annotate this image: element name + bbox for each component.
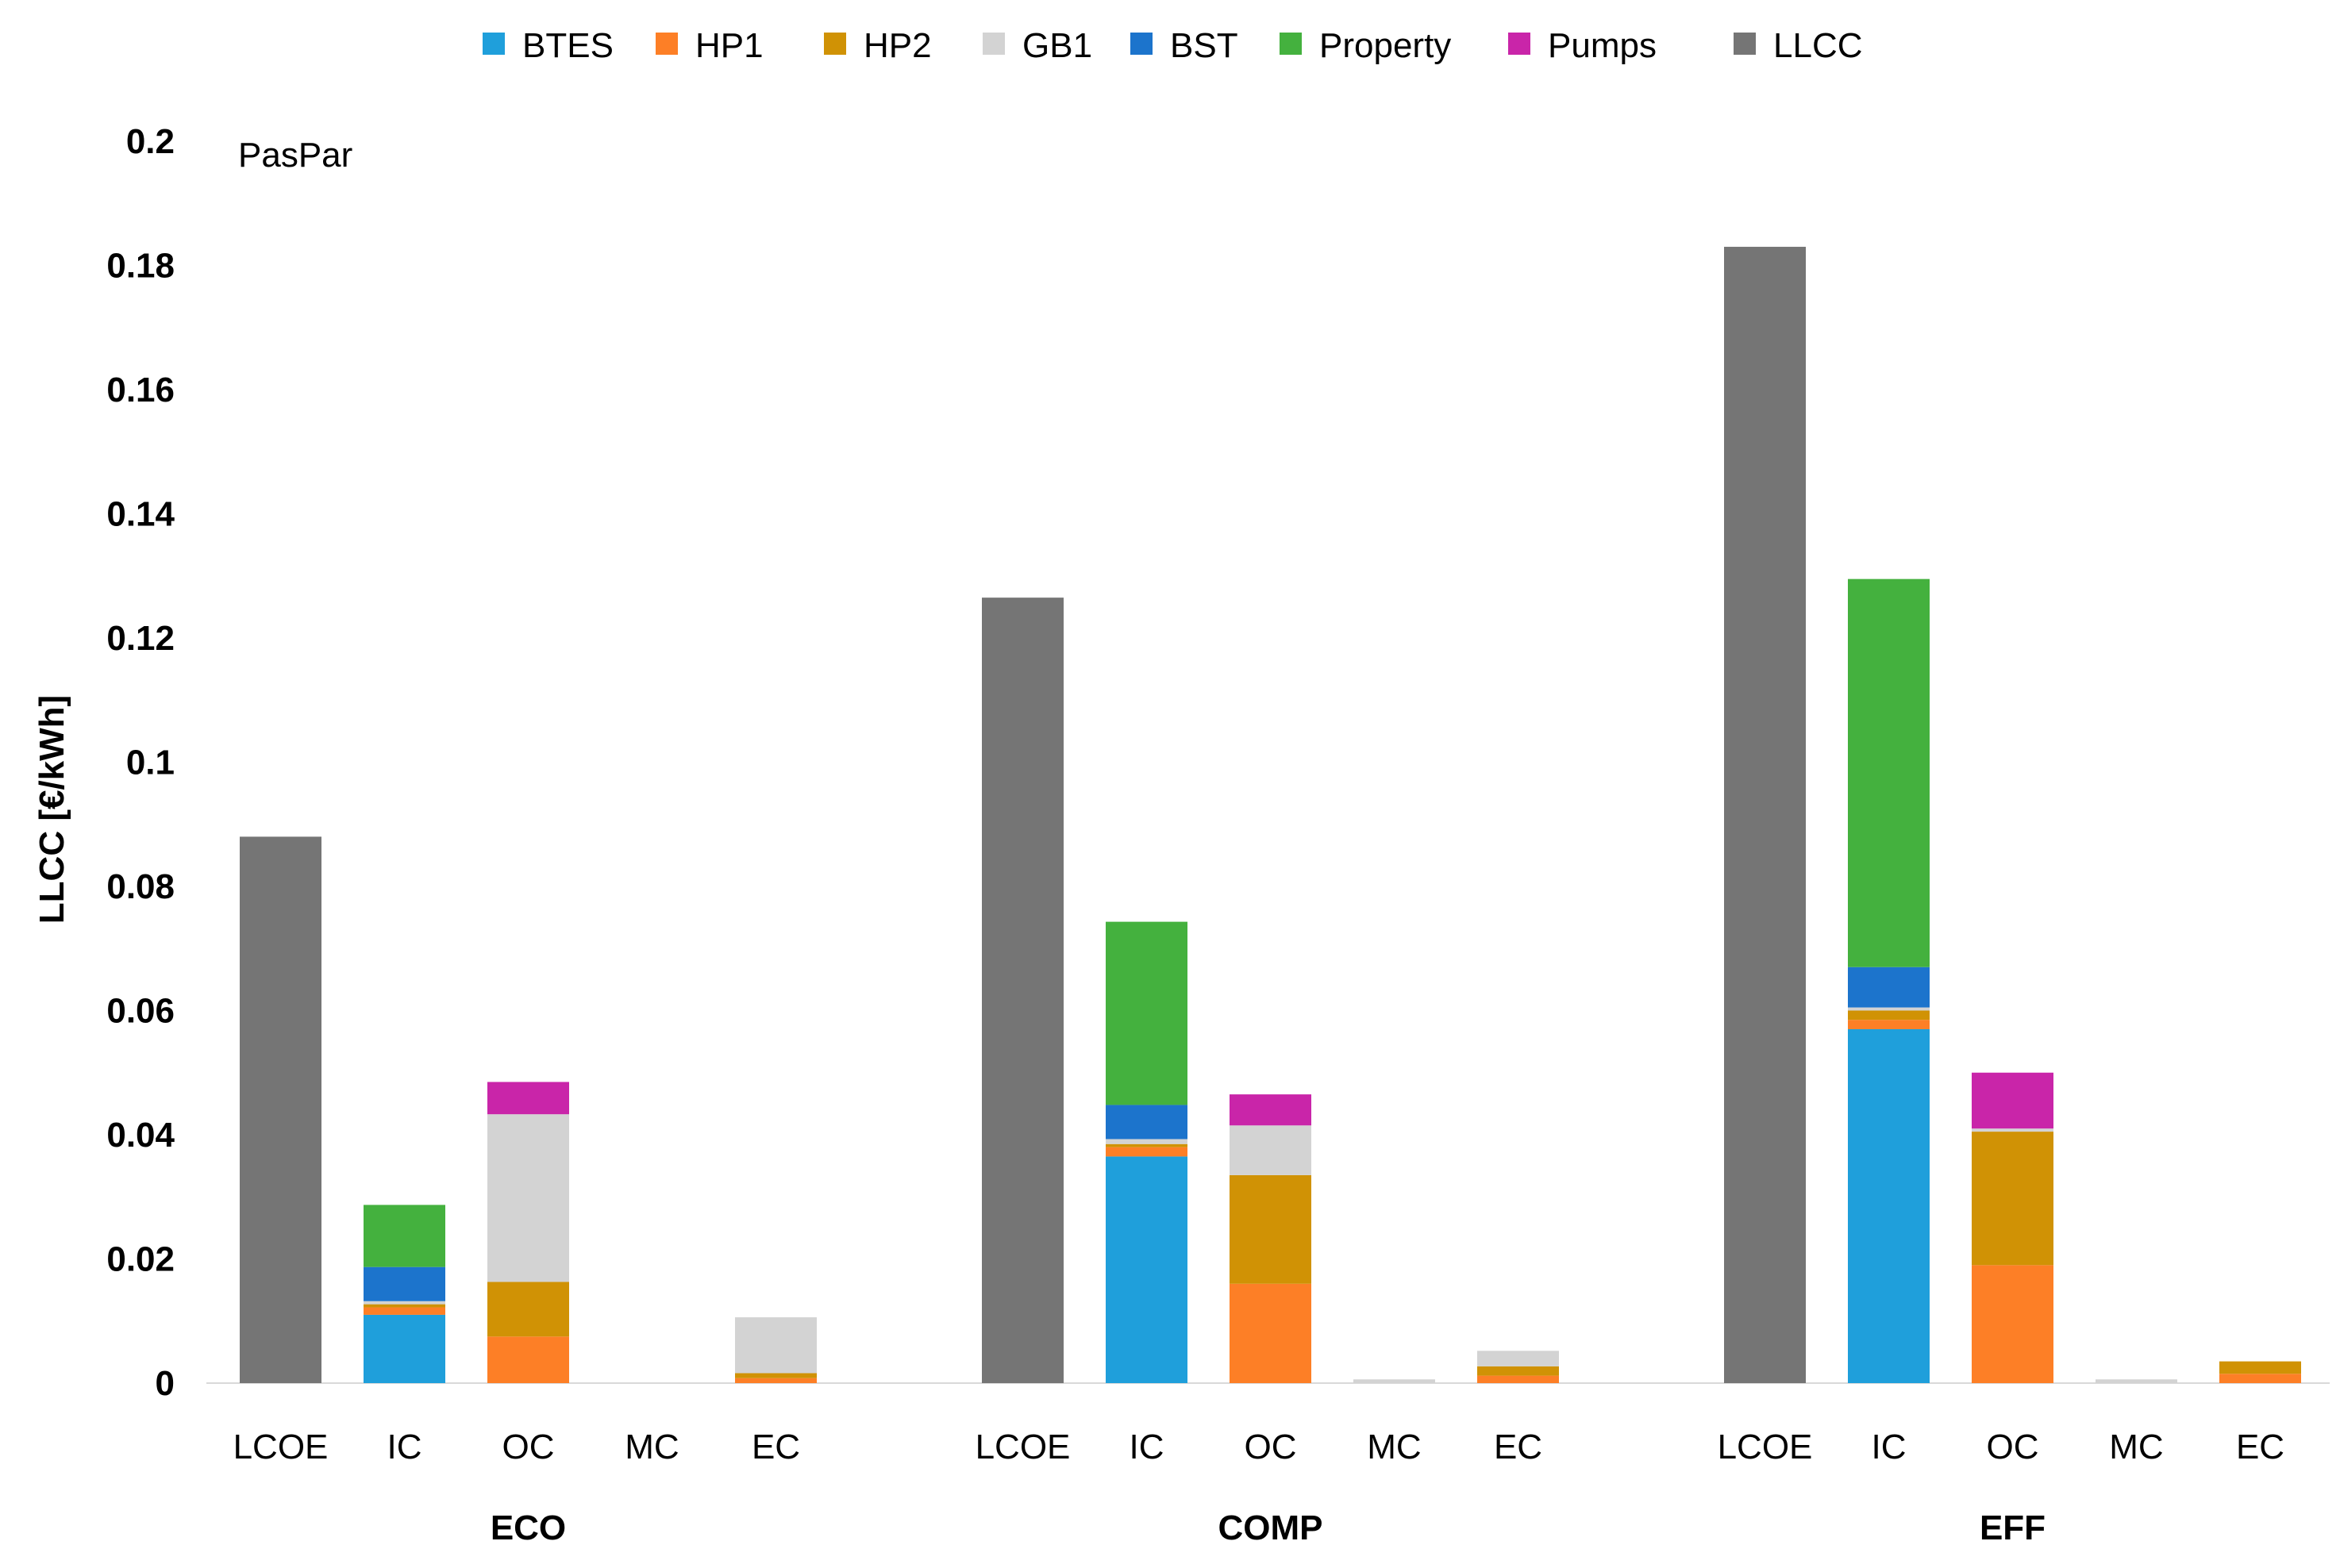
bar-llcc-comp-lcoe <box>982 598 1064 1383</box>
category-label: EC <box>2236 1428 2284 1466</box>
bar-hp1-comp-oc <box>1230 1283 1311 1383</box>
bars <box>240 247 2301 1383</box>
category-label: OC <box>1987 1428 2039 1466</box>
bar-property-eco-ic <box>364 1205 445 1267</box>
y-tick-label: 0.04 <box>106 1116 175 1155</box>
bar-gb1-eco-oc <box>487 1114 569 1282</box>
category-label: LCOE <box>233 1428 329 1466</box>
bar-llcc-eff-lcoe <box>1724 247 1806 1383</box>
legend-label-hp1: HP1 <box>695 26 764 65</box>
group-label: EFF <box>1980 1508 2046 1547</box>
y-tick-label: 0.14 <box>106 495 175 534</box>
category-label: MC <box>1367 1428 1421 1466</box>
bar-gb1-eff-oc <box>1972 1128 2053 1132</box>
legend-swatch-llcc <box>1734 33 1756 55</box>
bar-hp1-eco-ec <box>735 1378 817 1383</box>
bar-hp2-eco-ec <box>735 1373 817 1378</box>
bar-bst-eco-ic <box>364 1266 445 1301</box>
bar-pumps-eco-oc <box>487 1082 569 1115</box>
bar-gb1-comp-oc <box>1230 1125 1311 1175</box>
legend-swatch-pumps <box>1508 33 1530 55</box>
y-tick-label: 0.18 <box>106 247 175 286</box>
bar-btes-eco-ic <box>364 1314 445 1383</box>
y-tick-label: 0 <box>156 1364 175 1403</box>
bar-hp1-eff-oc <box>1972 1265 2053 1383</box>
category-label: LCOE <box>1718 1428 1813 1466</box>
bar-hp2-comp-oc <box>1230 1174 1311 1284</box>
bar-hp2-comp-ic <box>1106 1143 1187 1147</box>
legend-swatch-btes <box>483 33 505 55</box>
legend-swatch-bst <box>1130 33 1153 55</box>
legend-label-property: Property <box>1319 26 1451 65</box>
legend-swatch-property <box>1280 33 1302 55</box>
y-tick-label: 0.12 <box>106 619 175 658</box>
bar-hp2-eco-ic <box>364 1304 445 1308</box>
bar-hp2-eff-ic <box>1848 1010 1930 1020</box>
bar-hp2-comp-ec <box>1477 1366 1559 1376</box>
bar-gb1-eff-ic <box>1848 1007 1930 1011</box>
category-label: LCOE <box>976 1428 1071 1466</box>
y-axis-ticks: 0 0.02 0.04 0.06 0.08 0.1 0.12 0.14 0.16 0.18 0.2 <box>106 122 175 1403</box>
category-labels: LCOE IC OC MC EC LCOE IC OC MC EC LCOE IC OC MC EC <box>233 1428 2284 1466</box>
bar-gb1-comp-ec <box>1477 1351 1559 1366</box>
legend-label-btes: BTES <box>522 26 614 65</box>
y-tick-label: 0.16 <box>106 371 175 409</box>
category-label: IC <box>1130 1428 1164 1466</box>
bar-hp1-comp-ec <box>1477 1375 1559 1383</box>
y-tick-label: 0.02 <box>106 1240 175 1279</box>
y-tick-label: 0.2 <box>126 122 175 161</box>
group-label: COMP <box>1218 1508 1323 1547</box>
category-label: EC <box>752 1428 800 1466</box>
category-label: IC <box>387 1428 422 1466</box>
bar-bst-comp-ic <box>1106 1105 1187 1139</box>
y-tick-label: 0.1 <box>126 744 175 782</box>
bar-gb1-eco-ic <box>364 1301 445 1305</box>
legend-label-hp2: HP2 <box>864 26 932 65</box>
bar-hp1-eff-ic <box>1848 1020 1930 1029</box>
category-label: OC <box>502 1428 555 1466</box>
bar-hp2-eff-ec <box>2219 1361 2301 1374</box>
bar-gb1-eco-ec <box>735 1317 817 1374</box>
category-label: OC <box>1245 1428 1297 1466</box>
legend-label-pumps: Pumps <box>1548 26 1657 65</box>
category-label: MC <box>625 1428 679 1466</box>
category-label: IC <box>1872 1428 1907 1466</box>
group-labels: ECO COMP EFF <box>491 1508 2046 1547</box>
legend-swatch-gb1 <box>983 33 1005 55</box>
y-tick-label: 0.06 <box>106 992 175 1031</box>
legend-swatch-hp1 <box>656 33 678 55</box>
category-label: MC <box>2109 1428 2163 1466</box>
legend-swatch-hp2 <box>824 33 846 55</box>
bar-btes-eff-ic <box>1848 1028 1930 1383</box>
bar-gb1-eff-mc <box>2096 1379 2177 1383</box>
bar-hp1-eco-ic <box>364 1307 445 1315</box>
y-axis-title: LLCC [€/kWh] <box>33 695 71 924</box>
legend-label-llcc: LLCC <box>1773 26 1863 65</box>
bar-hp2-eff-oc <box>1972 1132 2053 1266</box>
bar-llcc-eco-lcoe <box>240 836 321 1383</box>
bar-gb1-comp-ic <box>1106 1139 1187 1144</box>
bar-hp1-eco-oc <box>487 1336 569 1383</box>
legend-label-gb1: GB1 <box>1022 26 1092 65</box>
legend-label-bst: BST <box>1170 26 1238 65</box>
bar-hp2-eco-oc <box>487 1282 569 1337</box>
bar-bst-eff-ic <box>1848 967 1930 1008</box>
bar-property-comp-ic <box>1106 921 1187 1105</box>
bar-property-eff-ic <box>1848 578 1930 967</box>
group-label: ECO <box>491 1508 566 1547</box>
y-tick-label: 0.08 <box>106 867 175 906</box>
bar-gb1-comp-mc <box>1353 1379 1435 1383</box>
category-label: EC <box>1494 1428 1542 1466</box>
chart-annotation: PasPar <box>238 136 352 175</box>
bar-btes-comp-ic <box>1106 1156 1187 1383</box>
legend: BTES HP1 HP2 GB1 BST Property Pumps LLCC <box>483 26 1863 65</box>
bar-hp1-eff-ec <box>2219 1374 2301 1383</box>
bar-pumps-comp-oc <box>1230 1094 1311 1126</box>
bar-pumps-eff-oc <box>1972 1072 2053 1129</box>
bar-hp1-comp-ic <box>1106 1147 1187 1157</box>
